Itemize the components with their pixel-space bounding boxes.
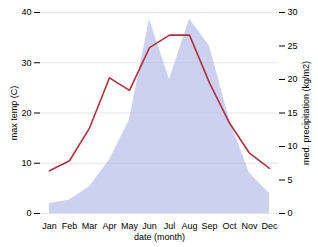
svg-text:15: 15	[288, 108, 298, 118]
svg-text:Sep: Sep	[201, 221, 217, 231]
svg-text:30: 30	[288, 7, 298, 17]
svg-text:Nov: Nov	[241, 221, 258, 231]
svg-text:10: 10	[21, 158, 31, 168]
svg-text:25: 25	[288, 41, 298, 51]
svg-text:20: 20	[21, 108, 31, 118]
svg-text:30: 30	[21, 58, 31, 68]
svg-text:Apr: Apr	[102, 221, 116, 231]
svg-text:0: 0	[26, 208, 31, 218]
svg-text:med. precipitation (kg/m2): med. precipitation (kg/m2)	[301, 61, 311, 165]
svg-text:Mar: Mar	[82, 221, 98, 231]
svg-text:10: 10	[288, 141, 298, 151]
svg-text:0: 0	[288, 208, 293, 218]
svg-text:date (month): date (month)	[134, 232, 185, 242]
svg-text:Oct: Oct	[222, 221, 237, 231]
svg-text:40: 40	[21, 7, 31, 17]
svg-text:Jul: Jul	[164, 221, 176, 231]
svg-text:Dec: Dec	[261, 221, 278, 231]
svg-text:5: 5	[288, 175, 293, 185]
svg-text:Jan: Jan	[42, 221, 57, 231]
svg-text:max temp (C): max temp (C)	[9, 86, 19, 141]
svg-text:Jun: Jun	[142, 221, 157, 231]
svg-text:May: May	[121, 221, 139, 231]
svg-text:Feb: Feb	[62, 221, 78, 231]
svg-text:Aug: Aug	[181, 221, 197, 231]
svg-text:20: 20	[288, 74, 298, 84]
